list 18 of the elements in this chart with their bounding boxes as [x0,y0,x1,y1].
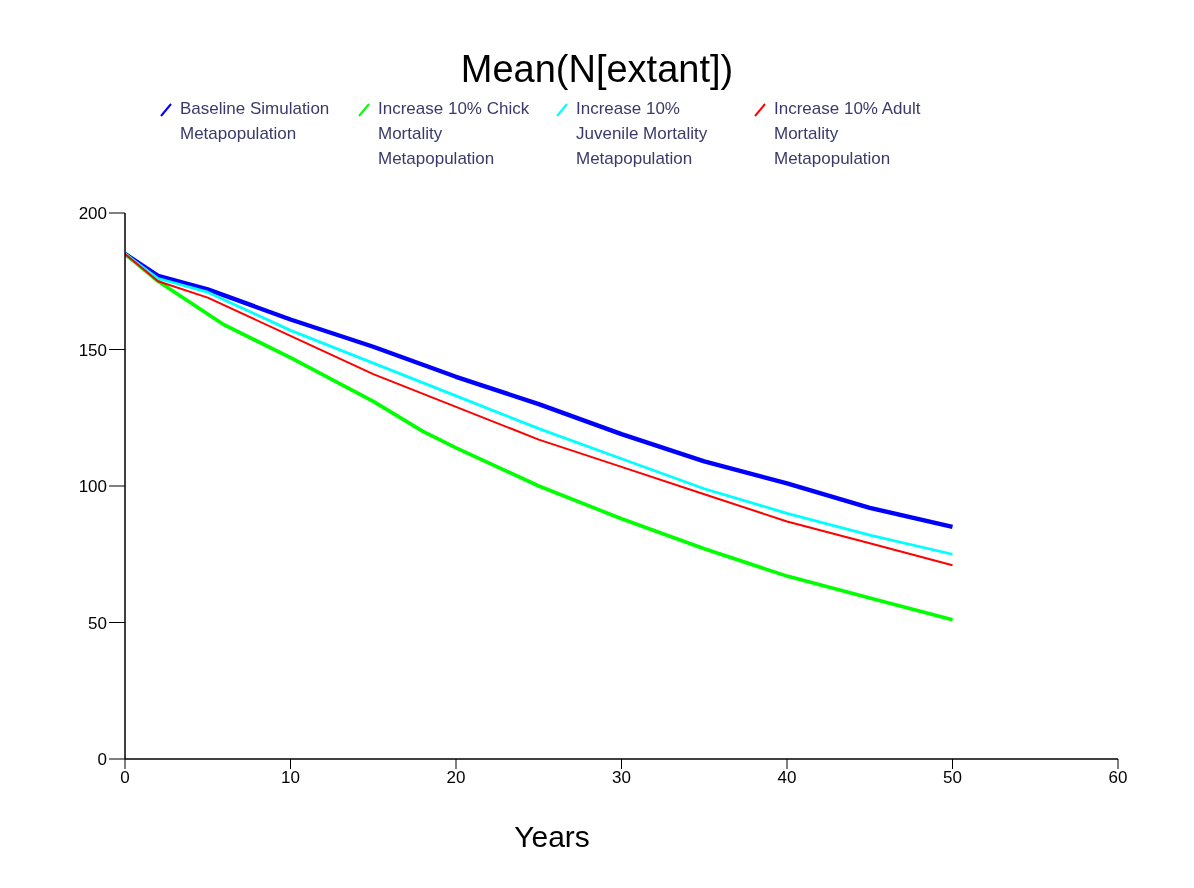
x-tick-label: 30 [612,768,631,788]
legend-label: Baseline Simulation Metapopulation [180,98,331,145]
x-tick-label: 20 [446,768,466,788]
legend-label: Increase 10% Chick Mortality Metapopulation [378,98,531,170]
x-tick-label: 40 [777,768,797,788]
chart-title: Mean(N[extant]) [459,48,735,91]
x-tick-label: 0 [120,768,130,788]
y-tick-label: 50 [88,613,107,633]
y-tick-label: 100 [78,477,107,497]
x-tick-label: 60 [1108,768,1128,788]
y-tick-label: 0 [97,750,107,770]
y-tick-label: 150 [78,340,107,360]
legend-label: Increase 10% Juvenile Mortality Metapopulation [576,98,709,170]
x-axis-title: Years [514,820,590,853]
x-tick-label: 50 [943,768,962,788]
y-tick-label: 200 [78,204,107,224]
x-tick-label: 10 [281,768,300,788]
legend-label: Increase 10% Adult Mortality Metapopulation [774,98,922,170]
